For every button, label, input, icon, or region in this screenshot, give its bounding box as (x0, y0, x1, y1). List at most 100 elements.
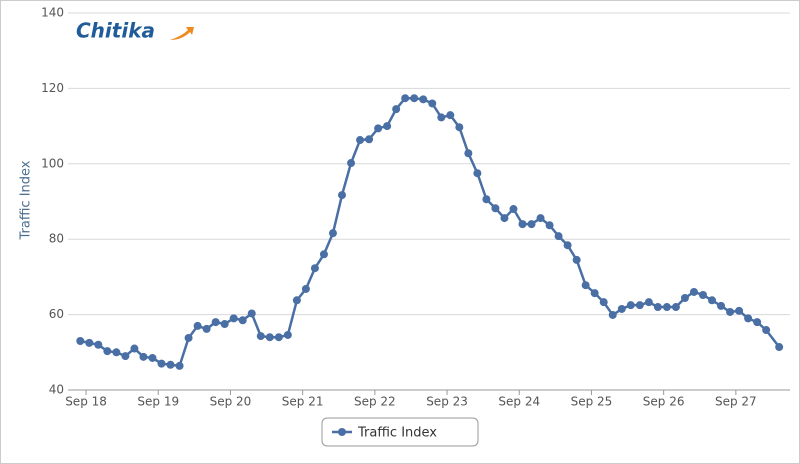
x-tick-label: Sep 27 (715, 395, 757, 409)
data-point (428, 99, 437, 108)
y-axis-label: Traffic Index (19, 160, 34, 240)
data-point (518, 220, 527, 229)
data-point (590, 289, 599, 298)
y-tick-label: 120 (41, 81, 64, 95)
data-point (139, 352, 148, 361)
data-point (292, 296, 301, 305)
data-point (775, 343, 784, 352)
data-point (301, 284, 310, 293)
data-point (762, 326, 771, 335)
data-point (347, 159, 356, 168)
data-point (419, 95, 428, 104)
y-tick-label: 60 (49, 307, 64, 321)
legend-marker (338, 428, 346, 436)
data-point (689, 287, 698, 296)
data-point (744, 314, 753, 323)
data-point (708, 296, 717, 305)
x-tick-label: Sep 26 (643, 395, 685, 409)
data-point (563, 241, 572, 250)
data-point (121, 352, 130, 361)
data-point (608, 310, 617, 319)
data-point (491, 204, 500, 213)
x-tick-label: Sep 19 (137, 395, 179, 409)
data-point (500, 214, 509, 223)
data-point (319, 250, 328, 259)
data-point (247, 309, 256, 318)
data-point (726, 307, 735, 316)
data-point (220, 320, 229, 329)
data-point (410, 94, 419, 103)
data-point (473, 169, 482, 178)
data-point (527, 220, 536, 229)
data-point (671, 303, 680, 312)
legend-label: Traffic Index (357, 426, 437, 441)
data-point (446, 111, 455, 120)
data-point (193, 321, 202, 330)
data-point (184, 333, 193, 342)
y-tick-label: 40 (49, 383, 64, 397)
logo: Chitika (76, 19, 155, 43)
x-tick-label: Sep 23 (426, 395, 468, 409)
data-point (365, 135, 374, 144)
data-point (265, 333, 274, 342)
data-point (157, 359, 166, 368)
data-point (455, 123, 464, 132)
x-tick-label: Sep 20 (210, 395, 252, 409)
data-point (283, 330, 292, 339)
data-point (148, 353, 157, 362)
data-point (698, 290, 707, 299)
data-point (735, 306, 744, 315)
data-point (374, 124, 383, 133)
data-point (572, 255, 581, 264)
data-point (337, 191, 346, 200)
data-point (536, 214, 545, 223)
data-point (130, 344, 139, 353)
data-point (103, 347, 112, 356)
data-point (238, 316, 247, 325)
x-tick-label: Sep 25 (571, 395, 613, 409)
data-point (554, 232, 563, 241)
data-point (202, 324, 211, 333)
y-tick-label: 80 (49, 232, 64, 246)
data-point (211, 318, 220, 327)
data-point (581, 281, 590, 290)
data-point (274, 333, 283, 342)
data-point (680, 294, 689, 303)
data-point (599, 298, 608, 307)
data-point (383, 122, 392, 131)
data-point (753, 318, 762, 327)
data-point (166, 360, 175, 369)
data-point (662, 303, 671, 312)
data-point (76, 336, 85, 345)
logo-swoosh (170, 27, 194, 40)
data-point (464, 149, 473, 158)
data-point (356, 136, 365, 145)
data-point (256, 332, 265, 341)
data-point (401, 94, 410, 103)
data-point (635, 301, 644, 310)
data-point (94, 340, 103, 349)
data-point (717, 301, 726, 310)
data-point (437, 113, 446, 122)
x-tick-label: Sep 21 (282, 395, 324, 409)
data-point (328, 229, 337, 238)
y-tick-label: 140 (41, 6, 64, 20)
legend (321, 417, 479, 447)
x-tick-label: Sep 24 (498, 395, 540, 409)
data-point (229, 314, 238, 323)
data-point (626, 301, 635, 310)
data-point (617, 304, 626, 313)
y-tick-label: 100 (41, 156, 64, 170)
data-point (175, 361, 184, 370)
data-point (545, 221, 554, 230)
data-point (310, 264, 319, 273)
data-point (482, 195, 491, 204)
data-point (112, 348, 121, 357)
x-tick-label: Sep 18 (65, 395, 107, 409)
x-tick-label: Sep 22 (354, 395, 396, 409)
data-point (509, 205, 518, 214)
data-point (85, 338, 94, 347)
data-point (392, 105, 401, 114)
